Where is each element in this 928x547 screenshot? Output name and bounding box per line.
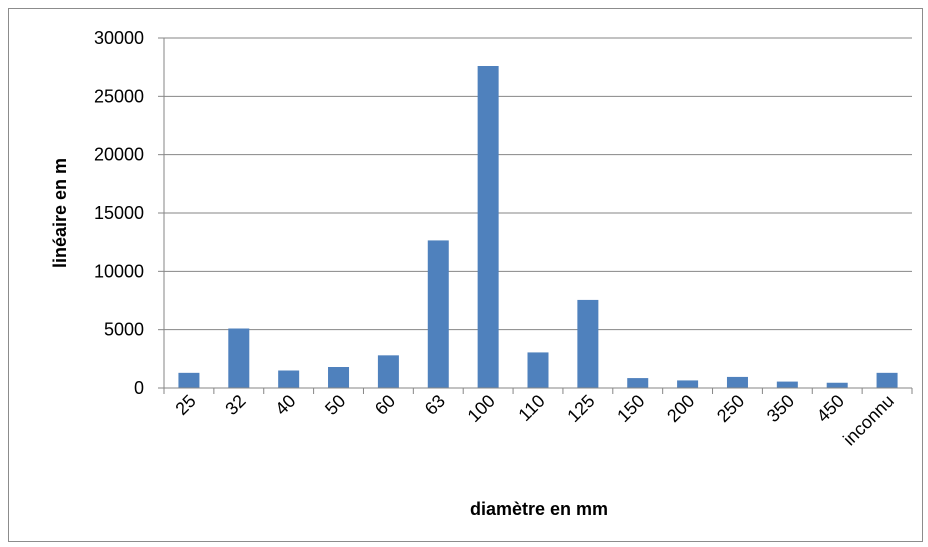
bar-100 — [477, 66, 499, 388]
bar-63 — [427, 240, 449, 388]
axes — [158, 37, 913, 394]
y-axis-title: linéaire en m — [50, 158, 70, 268]
x-tick-label: 110 — [514, 391, 548, 425]
y-tick-labels: 0 5000 10000 15000 20000 25000 30000 — [94, 28, 144, 398]
x-tick-label: 100 — [464, 391, 499, 426]
bar-110 — [527, 352, 549, 388]
bar-inconnu — [876, 372, 898, 388]
x-tick-label: 250 — [713, 391, 748, 426]
bar-125 — [577, 299, 599, 388]
x-tick-label: 40 — [271, 391, 299, 419]
bar-150 — [627, 378, 649, 388]
y-tick-label: 30000 — [94, 28, 144, 48]
x-tick-label: 25 — [171, 391, 199, 419]
x-tick-label: 150 — [613, 391, 648, 426]
gridlines — [164, 37, 912, 331]
bar-32 — [228, 328, 250, 388]
y-tick-label: 20000 — [94, 145, 144, 165]
x-tick-label: 63 — [421, 391, 449, 419]
bar-50 — [328, 367, 350, 388]
x-tick-label: 50 — [321, 391, 349, 419]
x-tick-label: 125 — [563, 391, 598, 426]
bar-450 — [826, 382, 848, 388]
bar-40 — [278, 370, 300, 388]
bar-60 — [377, 355, 399, 388]
x-axis-title: diamètre en mm — [470, 499, 608, 519]
bar-200 — [677, 380, 699, 388]
bars — [178, 66, 898, 388]
y-tick-label: 5000 — [104, 320, 144, 340]
bar-350 — [776, 381, 798, 388]
bar-25 — [178, 372, 200, 388]
y-tick-label: 15000 — [94, 203, 144, 223]
x-tick-label: 200 — [663, 391, 698, 426]
x-tick-labels: 25 32 40 50 60 63 100 110 125 150 200 250 350 450inco… — [171, 391, 897, 450]
x-tick-label: inconnu — [839, 391, 898, 450]
x-tick-label: 32 — [221, 391, 249, 419]
chart-frame — [8, 8, 923, 542]
y-tick-label: 10000 — [94, 261, 144, 281]
y-tick-label: 0 — [134, 378, 144, 398]
y-tick-label: 25000 — [94, 86, 144, 106]
bar-250 — [726, 376, 748, 388]
x-tick-label: 60 — [371, 391, 399, 419]
x-tick-label: 350 — [763, 391, 798, 426]
x-tick-label: 450 — [813, 391, 848, 426]
